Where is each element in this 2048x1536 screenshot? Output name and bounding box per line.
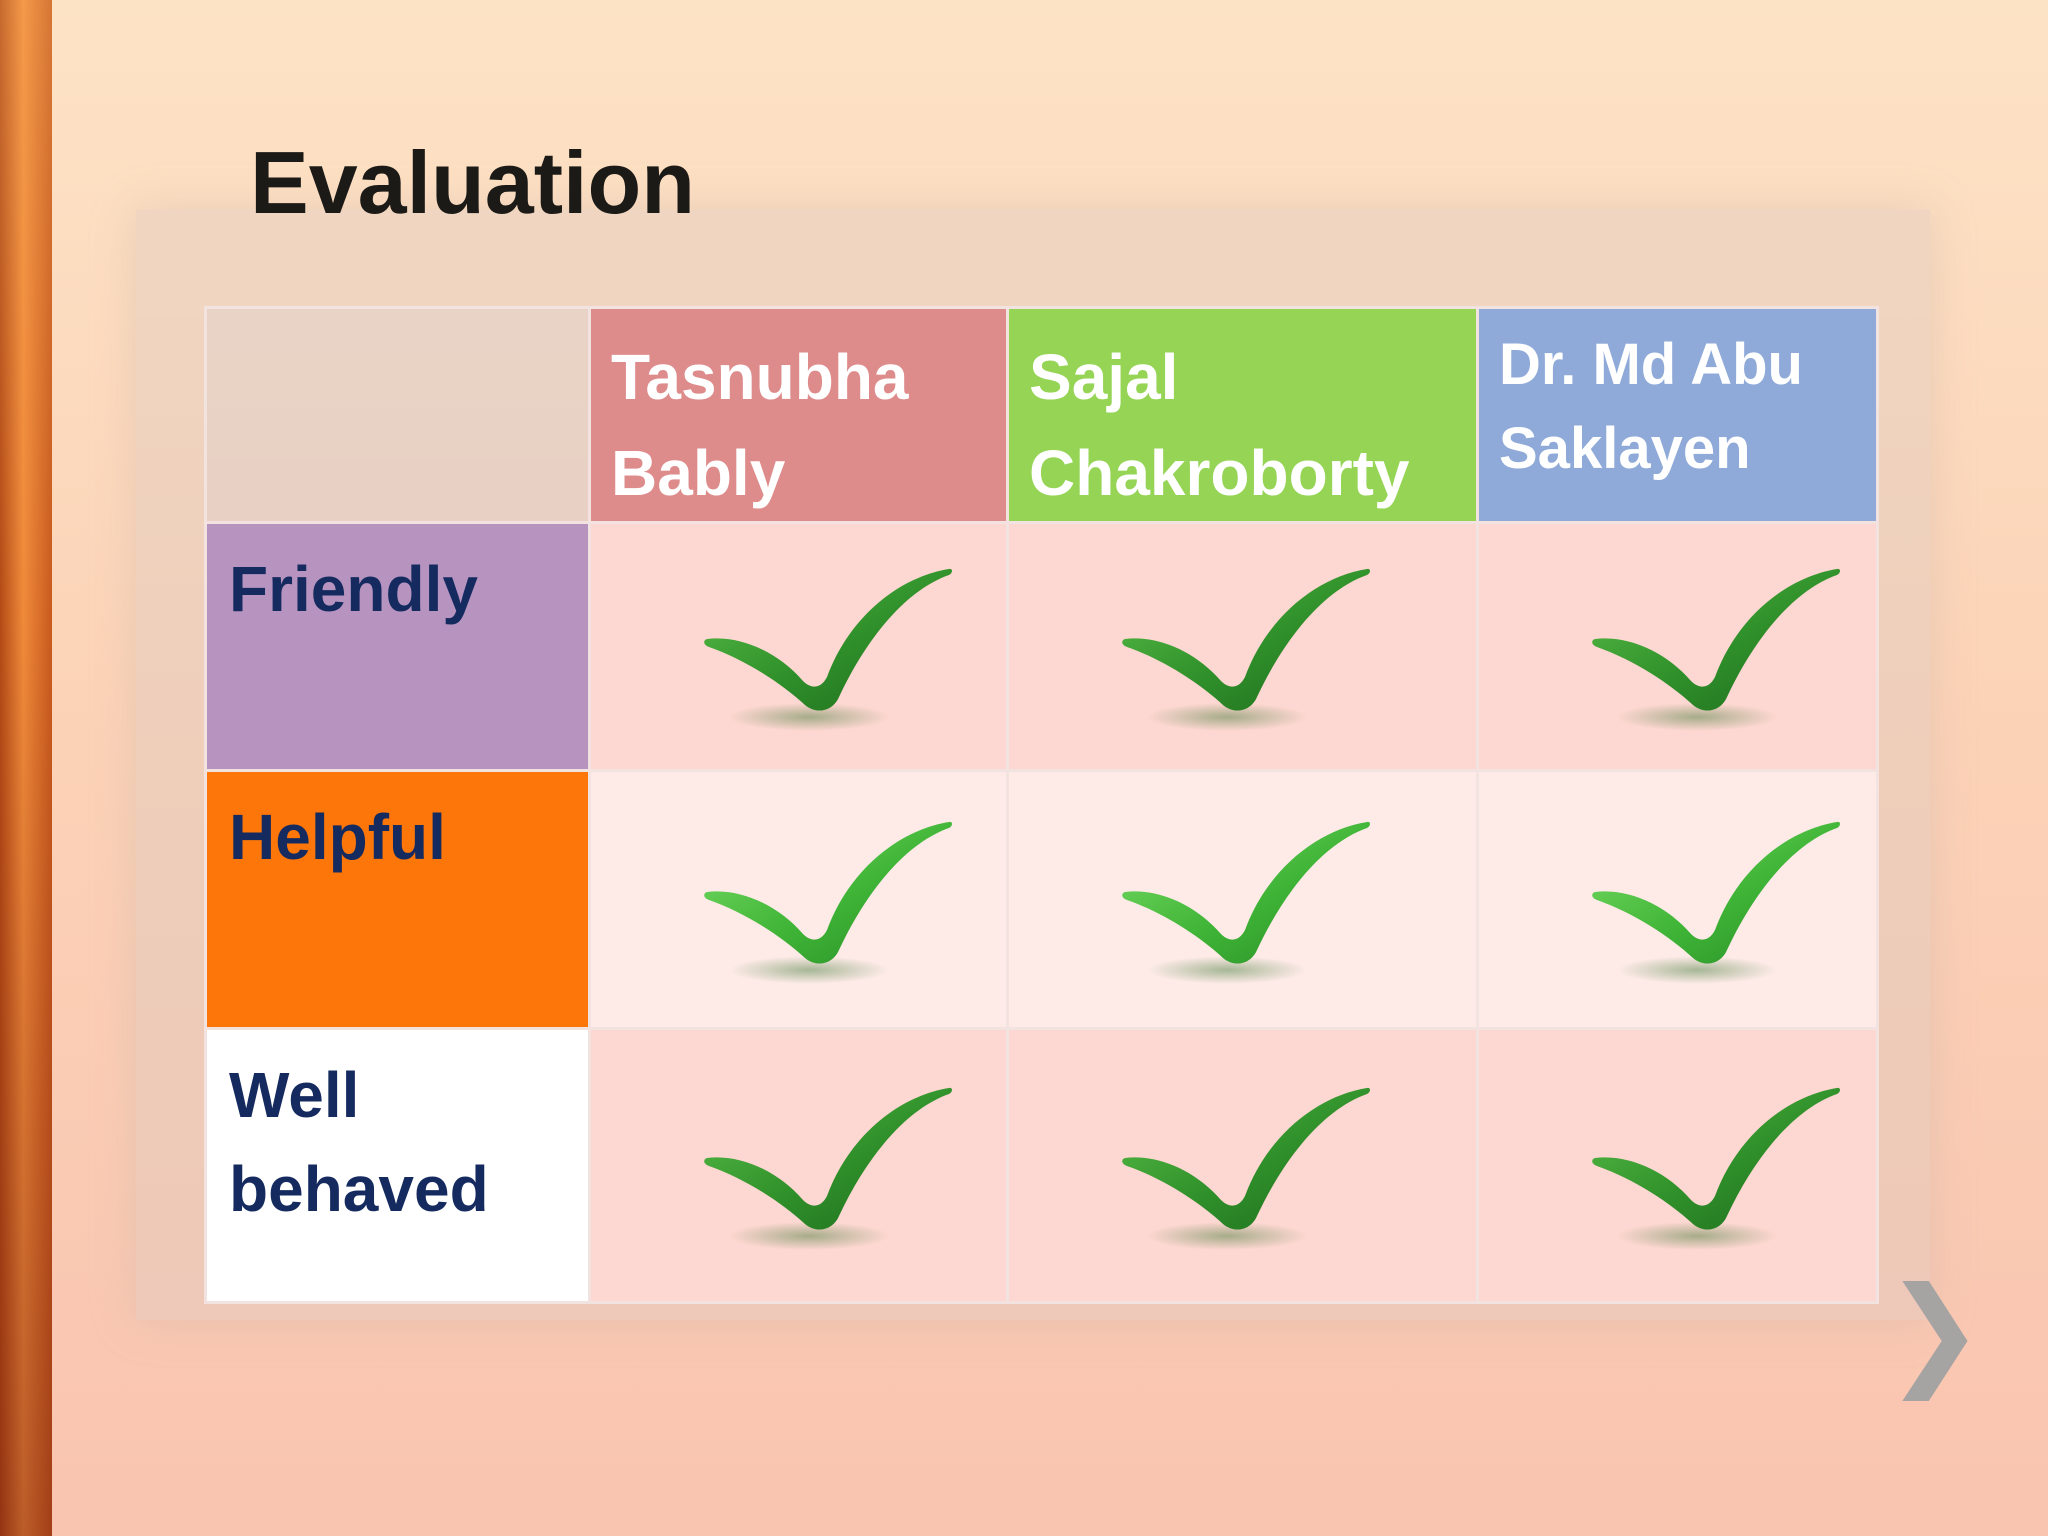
table-cell [1476, 521, 1879, 772]
table-header-row: Tasnubha Bably Sajal Chakroborty Dr. Md … [204, 306, 1879, 524]
table-row-helpful: Helpful [204, 769, 1879, 1030]
chevron-right-icon[interactable]: ❯ [1884, 1262, 1985, 1401]
table-cell [1006, 769, 1479, 1030]
table-corner-cell [204, 306, 591, 524]
table-cell [1006, 1027, 1479, 1304]
check-icon [1122, 1087, 1370, 1250]
table-cell [588, 521, 1009, 772]
row-label-friendly: Friendly [204, 521, 591, 772]
check-icon [1592, 1087, 1840, 1250]
row-label-well-behaved: Well behaved [204, 1027, 591, 1304]
check-icon [1122, 821, 1370, 984]
table-cell [1476, 769, 1879, 1030]
check-icon [1592, 821, 1840, 984]
check-icon [1592, 568, 1840, 731]
check-icon [704, 568, 952, 731]
row-label-helpful: Helpful [204, 769, 591, 1030]
decorative-side-bar [0, 0, 52, 1536]
table-cell [588, 769, 1009, 1030]
table-cell [1476, 1027, 1879, 1304]
table-row-well-behaved: Well behaved [204, 1027, 1879, 1304]
table-cell [588, 1027, 1009, 1304]
check-icon [704, 821, 952, 984]
check-icon [1122, 568, 1370, 731]
column-header-tasnubha-bably: Tasnubha Bably [588, 306, 1009, 524]
evaluation-table: Tasnubha Bably Sajal Chakroborty Dr. Md … [204, 306, 1879, 1304]
table-row-friendly: Friendly [204, 521, 1879, 772]
column-header-dr-md-abu-saklayen: Dr. Md Abu Saklayen [1476, 306, 1879, 524]
table-cell [1006, 521, 1479, 772]
check-icon [704, 1087, 952, 1250]
column-header-sajal-chakroborty: Sajal Chakroborty [1006, 306, 1479, 524]
slide-title: Evaluation [250, 133, 695, 232]
